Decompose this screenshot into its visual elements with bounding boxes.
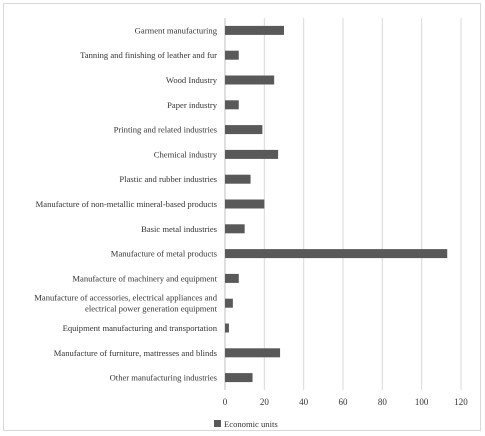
category-label: Manufacture of machinery and equipment xyxy=(72,273,217,283)
bar xyxy=(225,199,265,209)
x-tick-label: 100 xyxy=(415,397,429,407)
bar xyxy=(225,298,233,308)
x-tick-label: 0 xyxy=(223,397,228,407)
category-label: Tanning and finishing of leather and fur xyxy=(80,50,217,60)
category-label: Manufacture of accessories, electrical a… xyxy=(34,293,217,314)
legend-swatch xyxy=(214,420,221,427)
bar xyxy=(225,273,239,283)
bar xyxy=(225,249,448,259)
bar xyxy=(225,50,239,60)
category-label: Wood Industry xyxy=(166,75,218,85)
x-tick-label: 40 xyxy=(299,397,309,407)
bar xyxy=(225,348,281,358)
category-label: Manufacture of furniture, mattresses and… xyxy=(54,348,218,358)
category-label: Manufacture of non-metallic mineral-base… xyxy=(36,199,218,209)
category-labels: Garment manufacturing Tanning and finishi… xyxy=(34,25,217,382)
bar xyxy=(225,373,253,383)
bars xyxy=(225,25,448,383)
bar xyxy=(225,323,229,333)
x-tick-label: 20 xyxy=(260,397,270,407)
category-label: Equipment manufacturing and transportati… xyxy=(63,323,218,333)
bar xyxy=(225,149,279,159)
bar xyxy=(225,100,239,110)
category-label: Basic metal industries xyxy=(141,224,218,234)
bar xyxy=(225,174,251,184)
bar xyxy=(225,75,275,85)
legend-label: Economic units xyxy=(224,419,278,429)
x-tick-label: 80 xyxy=(378,397,388,407)
category-label: Plastic and rubber industries xyxy=(119,174,217,184)
category-label: Chemical industry xyxy=(154,149,218,159)
bar xyxy=(225,25,284,35)
category-label: Paper industry xyxy=(167,100,218,110)
x-tick-labels: 0 20 40 60 80 100 120 xyxy=(223,397,469,407)
x-tick-label: 120 xyxy=(454,397,468,407)
x-tick-label: 60 xyxy=(339,397,349,407)
chart-frame xyxy=(3,3,481,431)
category-label: Manufacture of metal products xyxy=(111,249,218,259)
bar xyxy=(225,125,263,135)
category-label: Other manufacturing industries xyxy=(110,373,218,383)
category-label: Garment manufacturing xyxy=(135,25,218,35)
category-label: Printing and related industries xyxy=(114,125,218,135)
bar xyxy=(225,224,245,234)
legend: Economic units xyxy=(214,419,278,429)
